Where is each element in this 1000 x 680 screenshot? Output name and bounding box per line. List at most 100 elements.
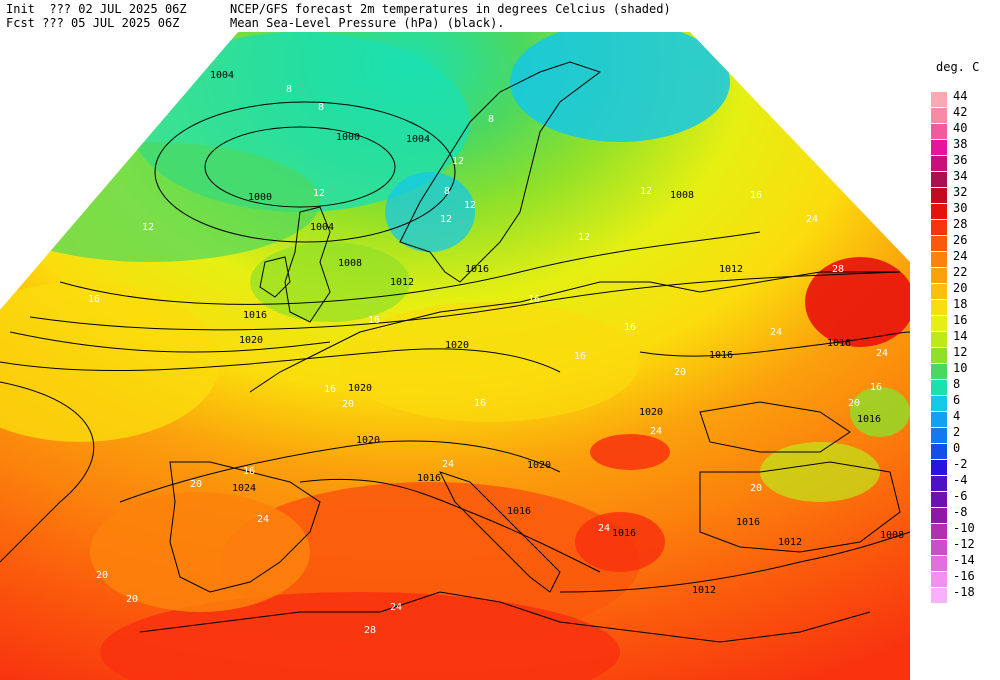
isobar-label: 1016 (417, 473, 441, 484)
legend-swatch (931, 172, 947, 187)
temp-label: 20 (342, 399, 354, 410)
cool-caucasus (850, 387, 910, 437)
isobar-label: 1004 (210, 70, 234, 81)
legend-label: 14 (953, 329, 968, 343)
isobar-label: 1012 (778, 537, 802, 548)
temp-label: 12 (452, 156, 464, 167)
legend-label: -2 (953, 457, 968, 471)
temp-label: 24 (770, 327, 782, 338)
init-time: Init ??? 02 JUL 2025 06Z (6, 2, 187, 16)
temp-label: 28 (832, 264, 844, 275)
forecast-map: 1004 1000 1004 1000 1004 1008 1012 1016 … (0, 32, 911, 680)
legend-label: 2 (953, 425, 961, 439)
temp-label: 12 (464, 200, 476, 211)
temp-label: 16 (750, 190, 762, 201)
temp-label: 20 (190, 479, 202, 490)
cold-scandinavia (385, 172, 475, 252)
isobar-1020-north (0, 348, 561, 373)
isobar-label: 1016 (465, 264, 489, 275)
isobar-1012-south (559, 531, 911, 593)
cool-turkey (760, 442, 880, 502)
temp-label: 24 (650, 426, 662, 437)
legend-label: 6 (953, 393, 961, 407)
isobar-1008 (59, 231, 761, 305)
isobar-label: 1020 (239, 335, 263, 346)
coast-africa (139, 591, 871, 643)
coast-scandinavia (399, 61, 602, 283)
legend-swatch (931, 540, 947, 555)
legend-swatch (931, 188, 947, 203)
legend-swatch (931, 476, 947, 491)
isobar-1016-med (299, 478, 601, 573)
temp-label: 28 (364, 625, 376, 636)
legend-swatch (931, 492, 947, 507)
temp-label: 20 (750, 483, 762, 494)
isobar-label: 1012 (719, 264, 743, 275)
temp-label: 16 (624, 322, 636, 333)
forecast-time: Fcst ??? 05 JUL 2025 06Z (6, 16, 180, 30)
legend-label: 44 (953, 89, 968, 103)
hot-iberia (90, 492, 310, 612)
isobar-label: 1016 (736, 517, 760, 528)
temp-label: 8 (488, 114, 494, 125)
isobar-label: 1004 (406, 134, 430, 145)
temp-label: 12 (142, 222, 154, 233)
hot-africa (100, 592, 620, 680)
isobar-label: 1016 (827, 338, 851, 349)
temp-label: 16 (528, 294, 540, 305)
isobar-label: 1008 (880, 530, 904, 541)
isobar-label: 1016 (612, 528, 636, 539)
legend-swatch (931, 92, 947, 107)
legend-swatch (931, 364, 947, 379)
coast-uk (284, 206, 331, 323)
temp-label: 12 (440, 214, 452, 225)
legend-title: deg. C (936, 60, 980, 74)
legend-swatch (931, 572, 947, 587)
legend-swatch (931, 348, 947, 363)
header-left: Init ??? 02 JUL 2025 06Z Fcst ??? 05 JUL… (6, 2, 187, 30)
legend-swatch (931, 396, 947, 411)
legend-label: -14 (953, 553, 975, 567)
temp-label: 24 (390, 602, 402, 613)
legend-label: 8 (953, 377, 961, 391)
legend-swatch (931, 412, 947, 427)
legend-label: 28 (953, 217, 968, 231)
isobar-low-1000 (204, 126, 396, 208)
legend-swatch (931, 220, 947, 235)
isobars (0, 101, 911, 593)
temp-label: 24 (598, 523, 610, 534)
legend-swatch (931, 156, 947, 171)
legend-swatch (931, 204, 947, 219)
legend-swatch (931, 428, 947, 443)
isobar-1024 (0, 381, 95, 563)
temp-label: 24 (876, 348, 888, 359)
isobar-1012 (29, 271, 901, 331)
legend-label: 32 (953, 185, 968, 199)
coast-continent (249, 271, 900, 393)
legend-label: -18 (953, 585, 975, 599)
isobar-label: 1020 (356, 435, 380, 446)
legend-label: -16 (953, 569, 975, 583)
temp-label: 24 (257, 514, 269, 525)
isobar-label: 1024 (232, 483, 256, 494)
coast-iberia (169, 461, 321, 593)
legend-swatch (931, 444, 947, 459)
legend-swatch (931, 332, 947, 347)
legend-label: 38 (953, 137, 968, 151)
legend-swatch (931, 460, 947, 475)
isobar-label: 1012 (692, 585, 716, 596)
legend-label: -8 (953, 505, 968, 519)
temperature-labels: 8 8 8 12 12 12 8 12 12 16 16 16 16 16 16… (88, 84, 888, 636)
legend-label: 42 (953, 105, 968, 119)
isobar-label: 1016 (507, 506, 531, 517)
legend-label: 24 (953, 249, 968, 263)
mild-atlantic (0, 282, 220, 442)
legend-label: -10 (953, 521, 975, 535)
legend-swatch (931, 236, 947, 251)
isobar-label: 1000 (248, 192, 272, 203)
legend-label: 26 (953, 233, 968, 247)
legend-label: 40 (953, 121, 968, 135)
legend-label: -4 (953, 473, 968, 487)
header-right: NCEP/GFS forecast 2m temperatures in deg… (230, 2, 671, 30)
temp-label: 8 (286, 84, 292, 95)
